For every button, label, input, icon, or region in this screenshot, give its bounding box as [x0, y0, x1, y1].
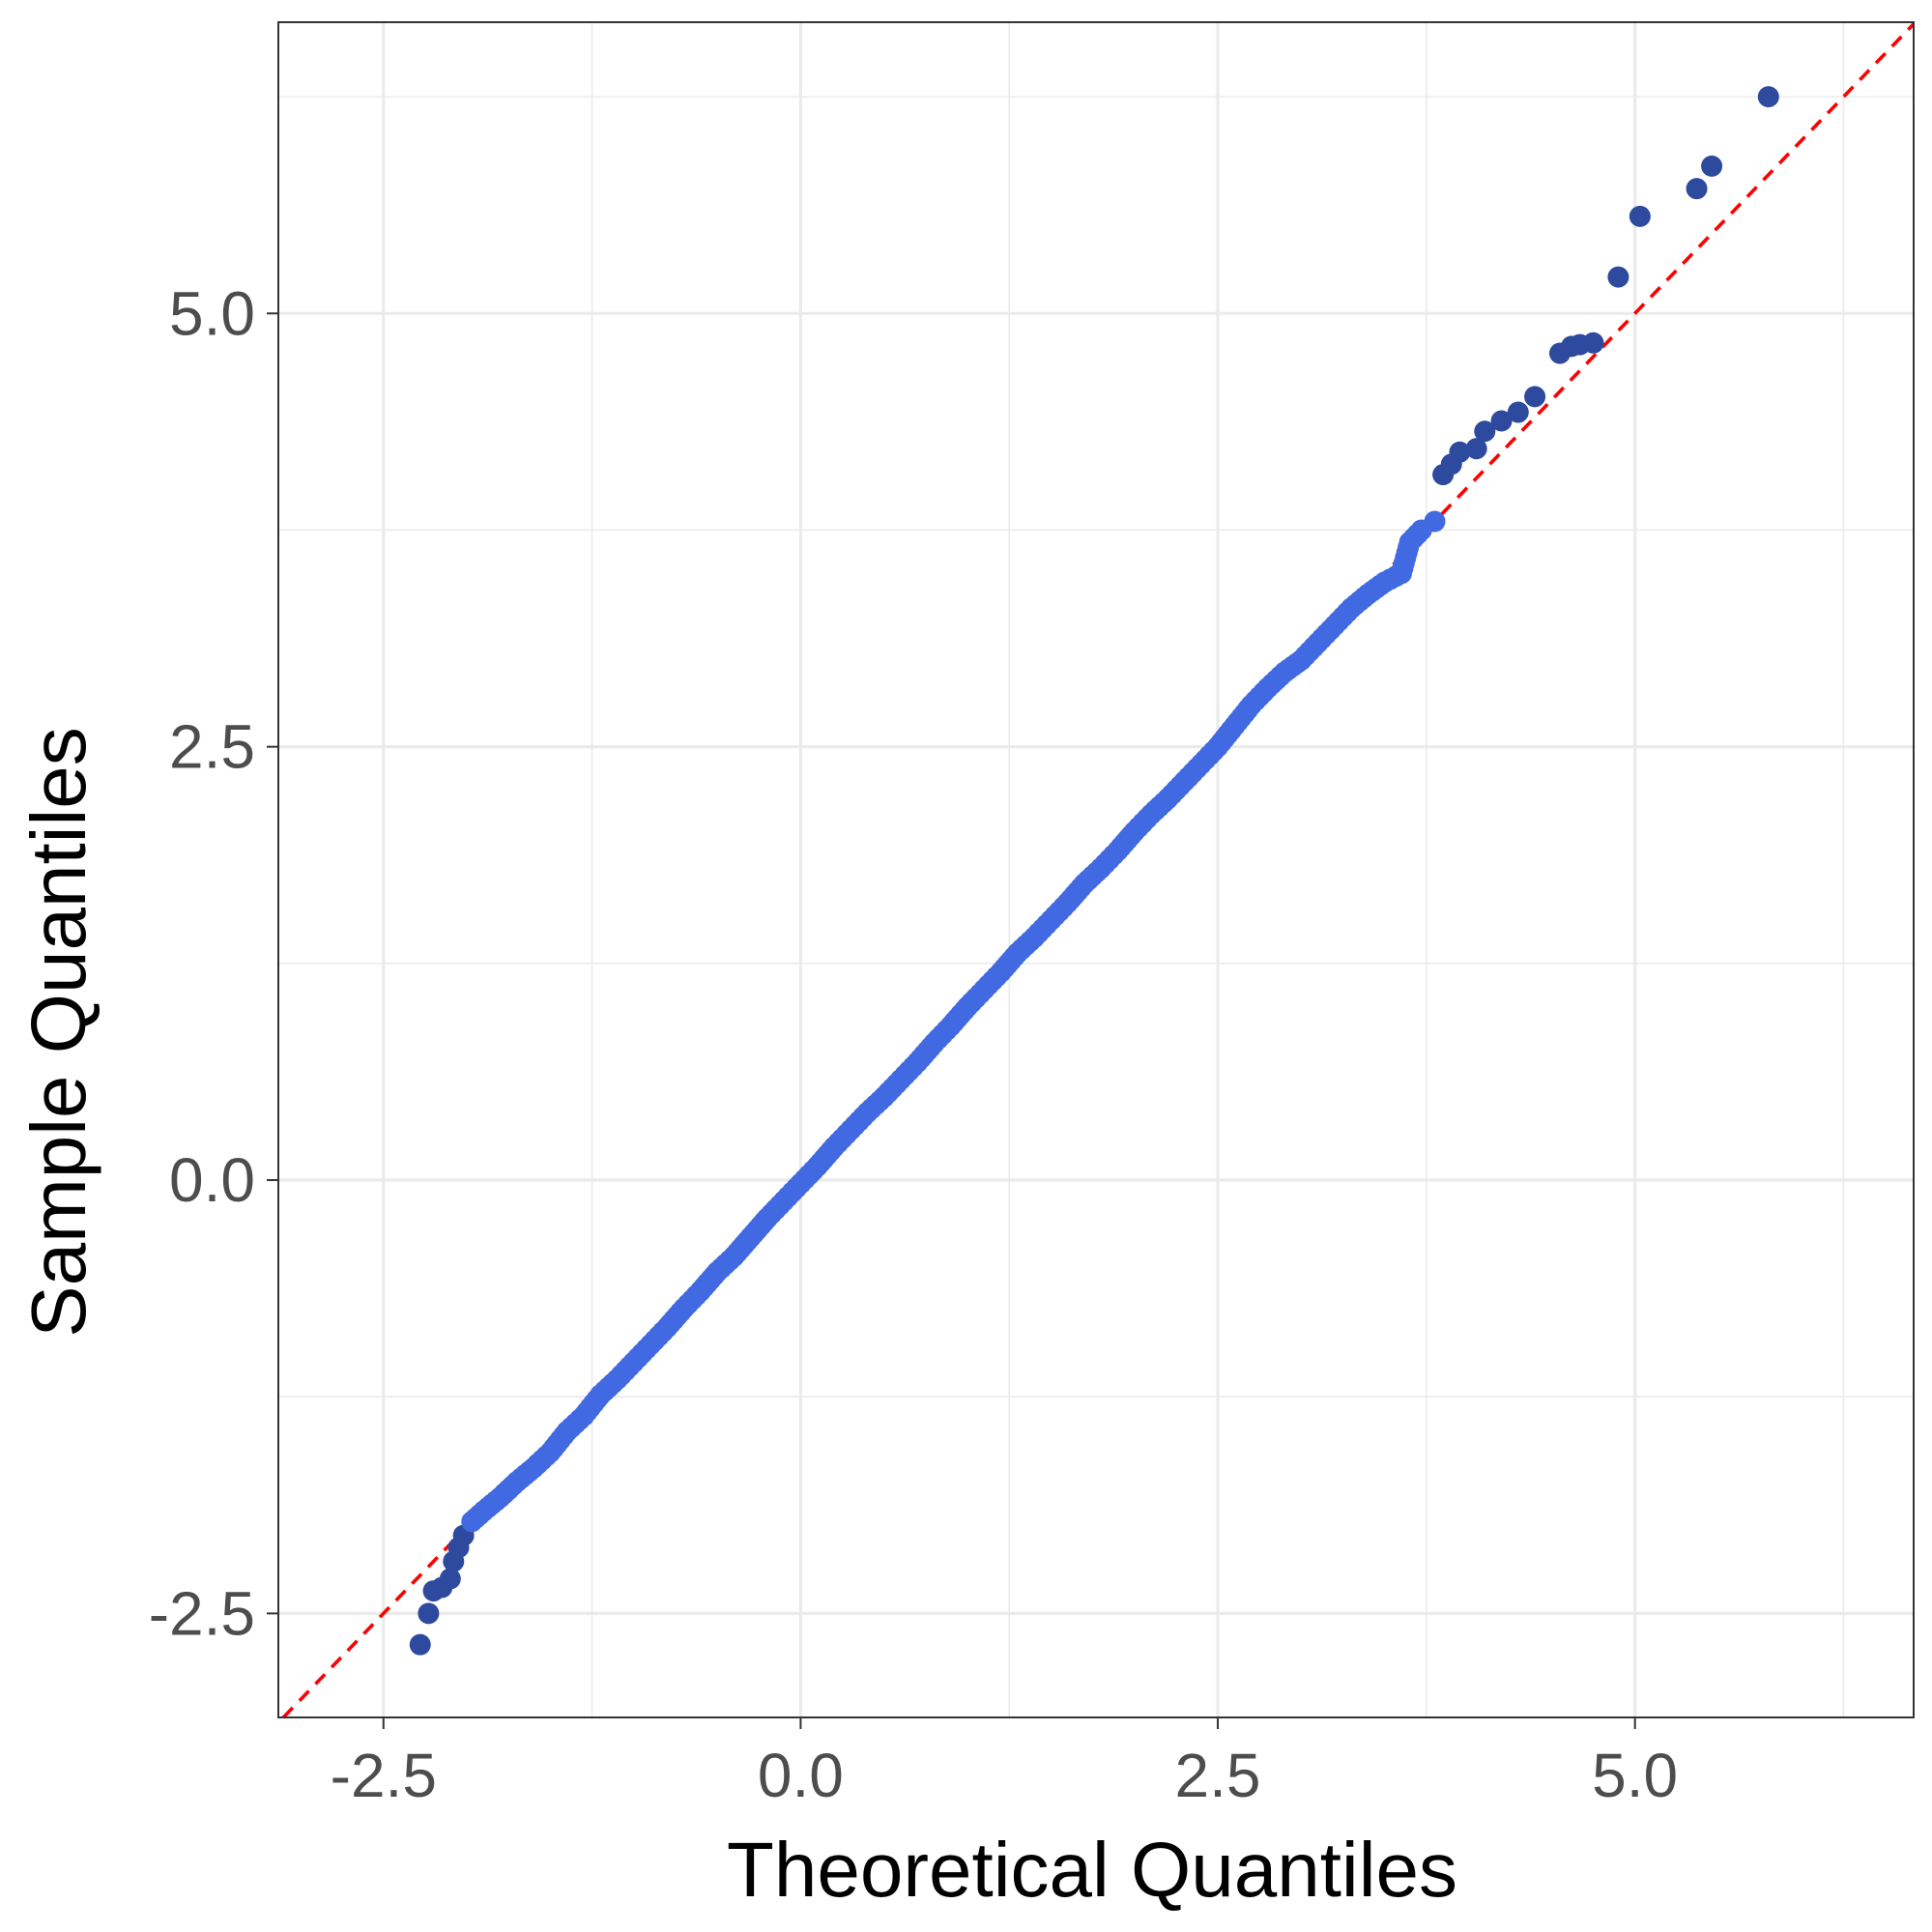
data-point: [1701, 155, 1723, 177]
points-layer: [409, 86, 1779, 1656]
data-point: [1507, 401, 1529, 423]
y-tick-label: 5.0: [169, 278, 255, 348]
data-point: [1424, 510, 1446, 533]
y-axis-title: Sample Quantiles: [15, 727, 101, 1337]
grid: [278, 22, 1914, 1717]
data-point: [1474, 420, 1496, 443]
data-point: [1449, 441, 1471, 463]
panel-border-layer: [277, 21, 1915, 1718]
x-tick-label: 5.0: [1592, 1741, 1678, 1810]
data-point: [1629, 205, 1651, 227]
y-axis: -2.5 0.0 2.5 5.0: [149, 278, 278, 1648]
y-tick-label: 0.0: [169, 1145, 255, 1215]
data-point: [1686, 178, 1708, 200]
data-point: [409, 1633, 431, 1656]
data-point: [439, 1568, 461, 1590]
reference-line-layer: [281, 22, 1916, 1719]
data-point: [1607, 266, 1629, 288]
data-point: [1490, 410, 1513, 432]
x-tick-label: 0.0: [758, 1741, 844, 1810]
data-point: [1465, 438, 1487, 460]
data-point: [1582, 332, 1604, 354]
y-tick-label: 2.5: [169, 712, 255, 782]
data-point: [418, 1602, 440, 1625]
x-axis-title: Theoretical Quantiles: [727, 1827, 1457, 1913]
x-tick-label: 2.5: [1175, 1741, 1261, 1810]
y-tick-label: -2.5: [149, 1578, 255, 1648]
panel-border: [277, 21, 1915, 1718]
data-point: [1757, 86, 1779, 108]
reference-line: [281, 22, 1916, 1719]
x-tick-label: -2.5: [331, 1741, 437, 1810]
x-axis: -2.5 0.0 2.5 5.0: [331, 1717, 1678, 1810]
data-point: [1524, 386, 1546, 408]
